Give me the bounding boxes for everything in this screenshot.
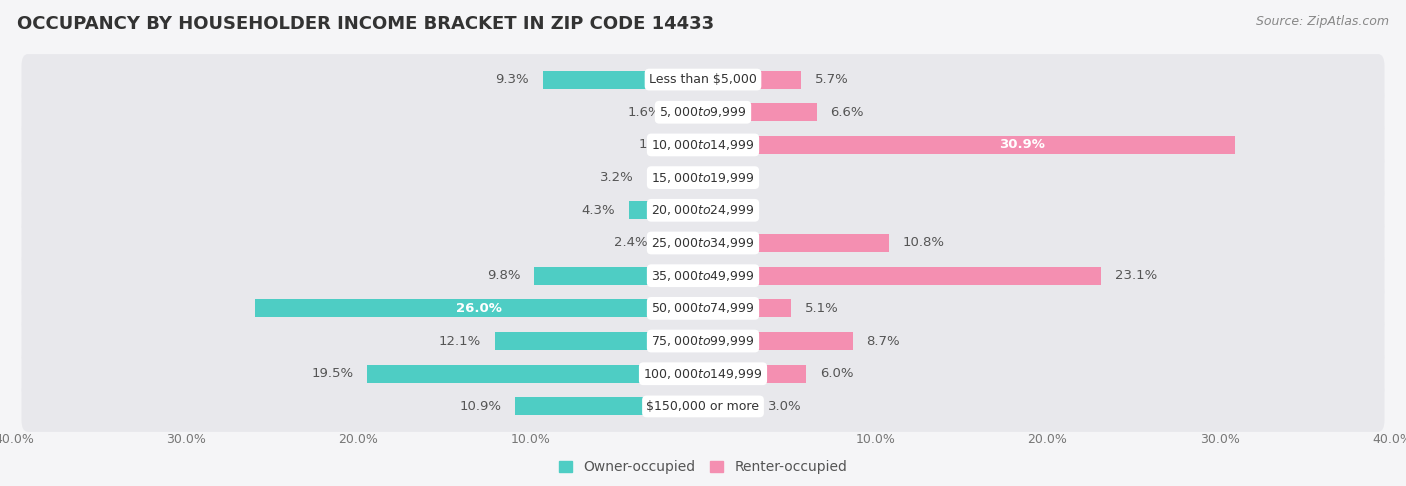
Bar (648, 169, 703, 187)
Text: 6.6%: 6.6% (831, 106, 863, 119)
Text: 3.2%: 3.2% (600, 171, 634, 184)
Legend: Owner-occupied, Renter-occupied: Owner-occupied, Renter-occupied (553, 455, 853, 480)
FancyBboxPatch shape (21, 250, 1385, 301)
FancyBboxPatch shape (21, 185, 1385, 236)
FancyBboxPatch shape (21, 218, 1385, 268)
Text: $50,000 to $74,999: $50,000 to $74,999 (651, 301, 755, 315)
Text: 23.1%: 23.1% (1115, 269, 1157, 282)
FancyBboxPatch shape (21, 120, 1385, 171)
Bar (675, 103, 703, 121)
Text: Less than $5,000: Less than $5,000 (650, 73, 756, 86)
Text: $75,000 to $99,999: $75,000 to $99,999 (651, 334, 755, 348)
Text: 2.4%: 2.4% (614, 237, 648, 249)
Text: 5.7%: 5.7% (815, 73, 849, 86)
Text: 0.0%: 0.0% (717, 171, 751, 184)
FancyBboxPatch shape (21, 87, 1385, 138)
Text: $5,000 to $9,999: $5,000 to $9,999 (659, 105, 747, 119)
Bar (703, 398, 755, 416)
Bar (543, 70, 703, 88)
Text: 9.8%: 9.8% (486, 269, 520, 282)
Text: 12.1%: 12.1% (439, 334, 481, 347)
Bar (367, 365, 703, 383)
FancyBboxPatch shape (21, 348, 1385, 399)
Text: 5.1%: 5.1% (804, 302, 838, 315)
FancyBboxPatch shape (21, 283, 1385, 334)
FancyBboxPatch shape (21, 54, 1385, 105)
Text: $35,000 to $49,999: $35,000 to $49,999 (651, 269, 755, 283)
Text: Source: ZipAtlas.com: Source: ZipAtlas.com (1256, 15, 1389, 28)
Text: 1.6%: 1.6% (628, 106, 662, 119)
Text: 6.0%: 6.0% (820, 367, 853, 380)
Bar (515, 398, 703, 416)
FancyBboxPatch shape (21, 152, 1385, 203)
Text: 0.0%: 0.0% (717, 204, 751, 217)
Text: $20,000 to $24,999: $20,000 to $24,999 (651, 203, 755, 217)
Text: OCCUPANCY BY HOUSEHOLDER INCOME BRACKET IN ZIP CODE 14433: OCCUPANCY BY HOUSEHOLDER INCOME BRACKET … (17, 15, 714, 33)
FancyBboxPatch shape (21, 315, 1385, 366)
Bar (256, 299, 703, 317)
Bar (703, 70, 801, 88)
Bar (703, 234, 889, 252)
Bar (703, 299, 790, 317)
Text: 26.0%: 26.0% (456, 302, 502, 315)
Text: $150,000 or more: $150,000 or more (647, 400, 759, 413)
Text: $25,000 to $34,999: $25,000 to $34,999 (651, 236, 755, 250)
Bar (628, 201, 703, 219)
Bar (703, 103, 817, 121)
Bar (495, 332, 703, 350)
Text: 8.7%: 8.7% (866, 334, 900, 347)
Text: 4.3%: 4.3% (582, 204, 616, 217)
Bar (686, 136, 703, 154)
Text: $15,000 to $19,999: $15,000 to $19,999 (651, 171, 755, 185)
Text: 19.5%: 19.5% (311, 367, 353, 380)
Bar (534, 267, 703, 285)
Bar (703, 332, 853, 350)
Text: 1.0%: 1.0% (638, 139, 672, 152)
Text: 9.3%: 9.3% (495, 73, 529, 86)
Text: 30.9%: 30.9% (1000, 139, 1045, 152)
Bar (703, 136, 1236, 154)
Bar (703, 365, 807, 383)
Text: $10,000 to $14,999: $10,000 to $14,999 (651, 138, 755, 152)
Text: 3.0%: 3.0% (769, 400, 801, 413)
Text: $100,000 to $149,999: $100,000 to $149,999 (644, 367, 762, 381)
Text: 10.9%: 10.9% (460, 400, 502, 413)
Text: 10.8%: 10.8% (903, 237, 945, 249)
FancyBboxPatch shape (21, 381, 1385, 432)
Bar (662, 234, 703, 252)
Bar (703, 267, 1101, 285)
